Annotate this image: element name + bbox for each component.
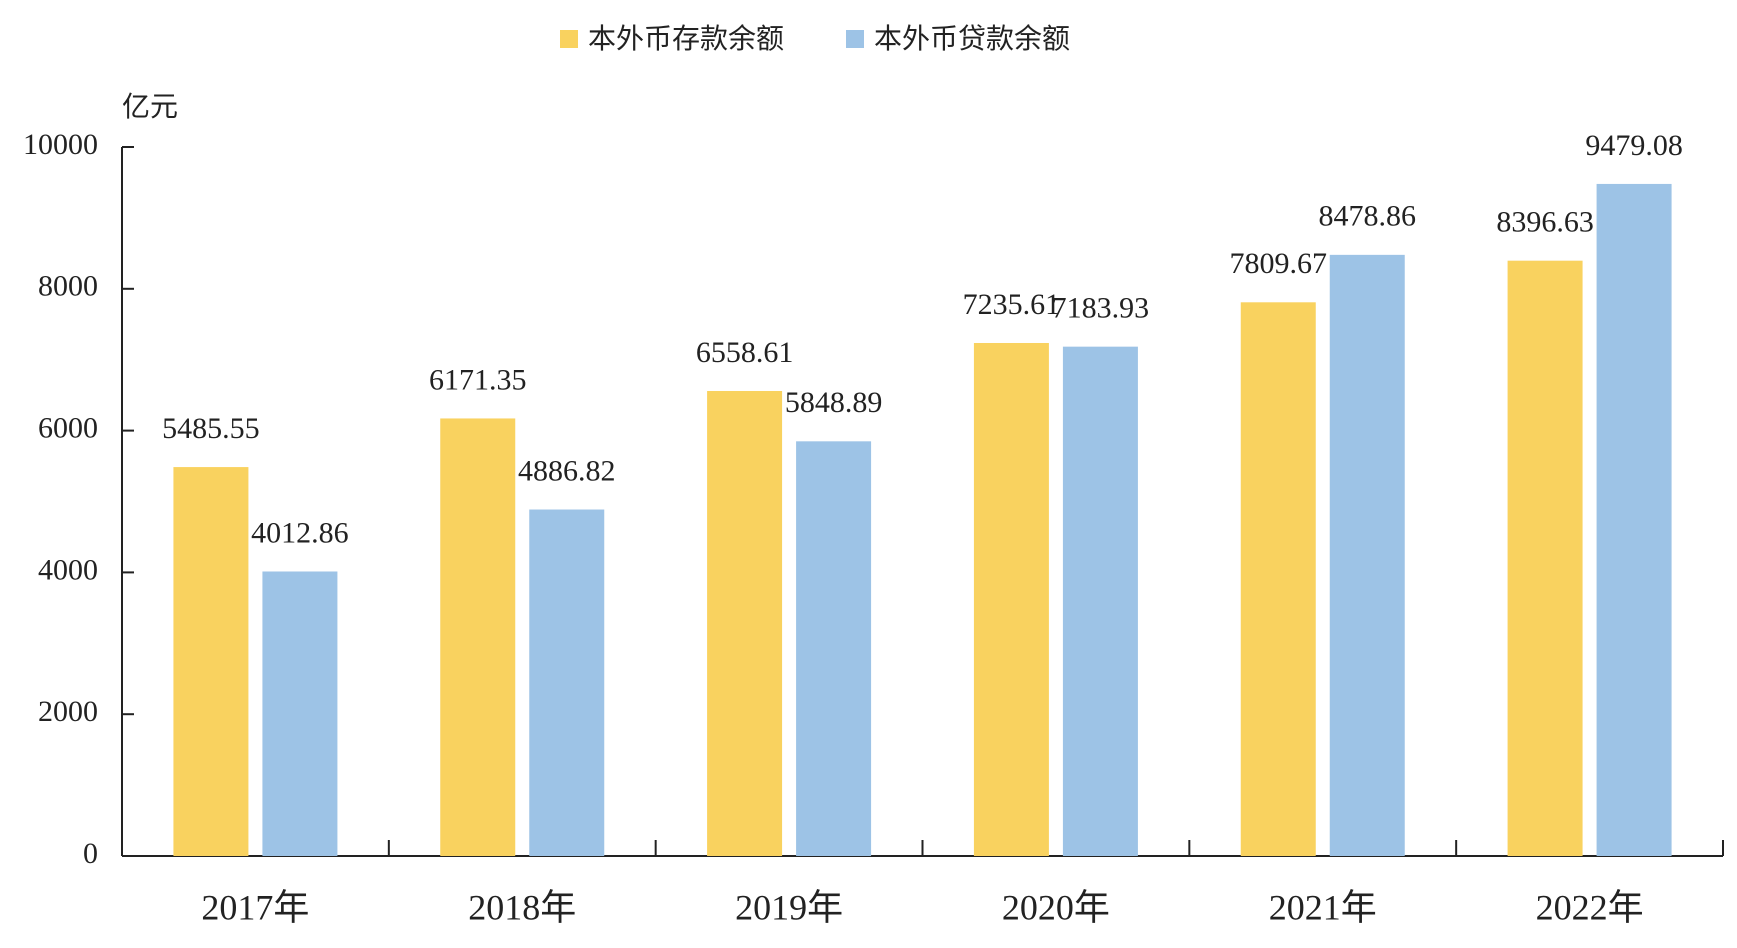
bar [529,509,605,856]
bar [440,418,516,856]
value-label: 5848.89 [785,386,883,419]
x-tick-label: 2022年 [1536,887,1644,927]
value-label: 7235.61 [963,288,1061,321]
bar [1329,254,1405,857]
value-label: 8478.86 [1319,200,1417,233]
x-tick-label: 2019年 [735,887,843,927]
value-label: 7183.93 [1052,292,1150,325]
legend-label: 本外币贷款余额 [874,22,1070,55]
y-tick-label: 2000 [38,695,98,728]
x-tick-label: 2017年 [201,887,309,927]
y-tick-label: 0 [83,837,98,870]
x-tick-label: 2018年 [468,887,576,927]
bar [707,390,783,856]
bar [173,467,249,856]
legend-label: 本外币存款余额 [588,22,784,55]
value-label: 9479.08 [1585,129,1683,162]
y-tick-label: 8000 [38,270,98,303]
x-tick-label: 2021年 [1269,887,1377,927]
legend-swatch [846,30,864,48]
bar [1240,302,1316,856]
value-label: 7809.67 [1230,247,1328,280]
y-tick-label: 4000 [38,553,98,586]
legend-swatch [560,30,578,48]
bar [1596,183,1672,856]
bar [796,441,872,856]
bar [262,571,338,856]
bar [1062,346,1138,856]
value-label: 6171.35 [429,363,527,396]
y-tick-label: 10000 [23,128,98,161]
value-label: 5485.55 [162,412,260,445]
value-label: 6558.61 [696,336,794,369]
x-tick-label: 2020年 [1002,887,1110,927]
y-tick-label: 6000 [38,411,98,444]
bar [1507,260,1583,856]
y-axis-label: 亿元 [122,90,178,123]
value-label: 4012.86 [251,516,349,549]
bar [973,342,1049,856]
value-label: 4886.82 [518,454,616,487]
value-label: 8396.63 [1496,206,1594,239]
